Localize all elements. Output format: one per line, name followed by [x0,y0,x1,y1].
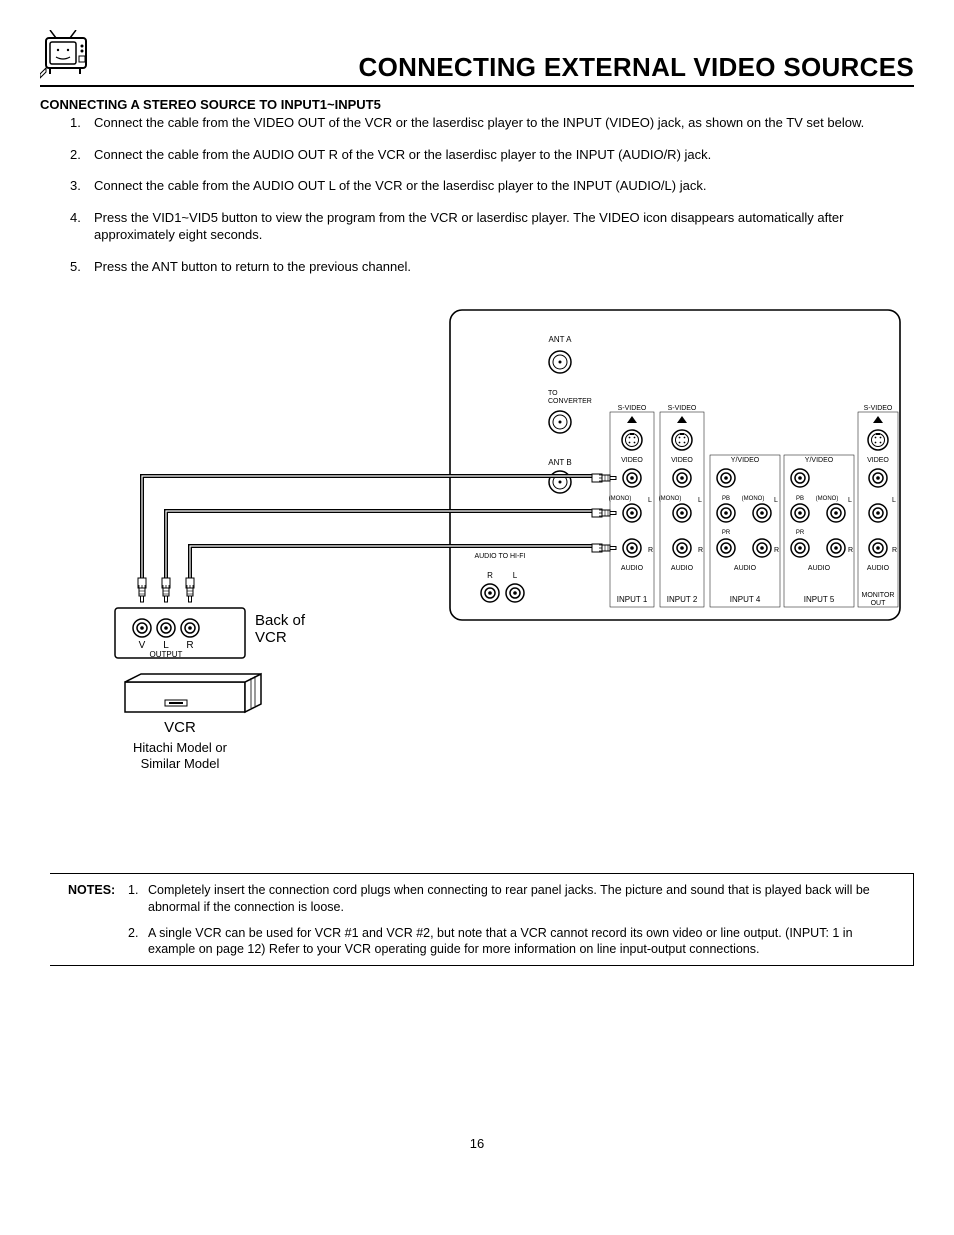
svg-text:AUDIO: AUDIO [867,565,890,572]
step-text: Connect the cable from the AUDIO OUT R o… [94,146,914,164]
svg-text:(MONO): (MONO) [816,496,839,502]
svg-text:PB: PB [722,496,730,502]
svg-text:L: L [774,497,778,504]
svg-text:R: R [698,547,703,554]
svg-text:VCR: VCR [255,629,287,646]
svg-text:INPUT 5: INPUT 5 [804,595,835,604]
svg-text:R: R [487,571,493,580]
step-number: 1. [70,114,94,132]
svg-text:Y/VIDEO: Y/VIDEO [731,457,760,464]
svg-text:(MONO): (MONO) [742,496,765,502]
svg-text:MONITOR: MONITOR [862,592,895,599]
page-title: Connecting External Video Sources [359,52,914,83]
svg-text:R: R [774,547,779,554]
svg-text:R: R [186,640,193,651]
section-subheading: CONNECTING A STEREO SOURCE TO INPUT1~INP… [40,97,914,112]
svg-text:(MONO): (MONO) [609,496,632,502]
note-item: 1. Completely insert the connection cord… [128,882,903,915]
svg-text:Y/VIDEO: Y/VIDEO [805,457,834,464]
step-item: 4. Press the VID1~VID5 button to view th… [70,209,914,244]
svg-text:INPUT 2: INPUT 2 [667,595,698,604]
svg-text:R: R [648,547,653,554]
notes-box: NOTES: 1. Completely insert the connecti… [50,873,914,966]
svg-text:L: L [848,497,852,504]
svg-text:(MONO): (MONO) [659,496,682,502]
svg-text:CONVERTER: CONVERTER [548,398,592,405]
step-text: Press the ANT button to return to the pr… [94,258,914,276]
note-number: 2. [128,925,148,958]
notes-list: 1. Completely insert the connection cord… [128,882,903,957]
svg-text:ANT A: ANT A [549,335,573,344]
svg-text:R: R [848,547,853,554]
svg-text:Hitachi Model or: Hitachi Model or [133,740,228,755]
svg-text:OUTPUT: OUTPUT [150,650,183,659]
svg-text:VIDEO: VIDEO [671,457,693,464]
svg-text:INPUT 1: INPUT 1 [617,595,648,604]
step-number: 2. [70,146,94,164]
svg-text:S-VIDEO: S-VIDEO [668,405,697,412]
svg-text:PR: PR [722,530,731,536]
step-item: 3. Connect the cable from the AUDIO OUT … [70,177,914,195]
svg-text:Similar Model: Similar Model [141,756,220,771]
svg-text:VIDEO: VIDEO [621,457,643,464]
svg-text:TO: TO [548,390,558,397]
tv-icon [40,30,98,83]
svg-text:AUDIO TO HI-FI: AUDIO TO HI-FI [474,553,525,560]
svg-text:S-VIDEO: S-VIDEO [618,405,647,412]
svg-text:AUDIO: AUDIO [734,565,757,572]
svg-text:VIDEO: VIDEO [867,457,889,464]
svg-text:L: L [513,571,518,580]
step-number: 5. [70,258,94,276]
step-text: Connect the cable from the AUDIO OUT L o… [94,177,914,195]
svg-text:VCR: VCR [164,719,196,736]
step-text: Press the VID1~VID5 button to view the p… [94,209,914,244]
svg-text:ANT B: ANT B [548,458,571,467]
page-number: 16 [40,1136,914,1151]
step-number: 4. [70,209,94,244]
svg-text:R: R [892,547,897,554]
step-item: 5. Press the ANT button to return to the… [70,258,914,276]
svg-text:S-VIDEO: S-VIDEO [864,405,893,412]
svg-text:V: V [139,640,146,651]
step-item: 1. Connect the cable from the VIDEO OUT … [70,114,914,132]
step-text: Connect the cable from the VIDEO OUT of … [94,114,914,132]
svg-text:OUT: OUT [871,600,887,607]
note-text: A single VCR can be used for VCR #1 and … [148,925,903,958]
page-header: Connecting External Video Sources [40,30,914,87]
note-text: Completely insert the connection cord pl… [148,882,903,915]
steps-list: 1. Connect the cable from the VIDEO OUT … [70,114,914,275]
svg-text:PB: PB [796,496,804,502]
svg-text:INPUT 4: INPUT 4 [730,595,761,604]
connection-diagram: ANT A TO CONVERTER ANT B S-VIDEO VIDEO (… [40,300,914,833]
step-item: 2. Connect the cable from the AUDIO OUT … [70,146,914,164]
note-item: 2. A single VCR can be used for VCR #1 a… [128,925,903,958]
step-number: 3. [70,177,94,195]
svg-text:AUDIO: AUDIO [808,565,831,572]
svg-text:L: L [892,497,896,504]
notes-label: NOTES: [68,882,128,957]
note-number: 1. [128,882,148,915]
svg-text:L: L [648,497,652,504]
svg-text:AUDIO: AUDIO [621,565,644,572]
svg-text:AUDIO: AUDIO [671,565,694,572]
svg-text:PR: PR [796,530,805,536]
svg-text:Back of: Back of [255,612,306,629]
svg-text:L: L [698,497,702,504]
